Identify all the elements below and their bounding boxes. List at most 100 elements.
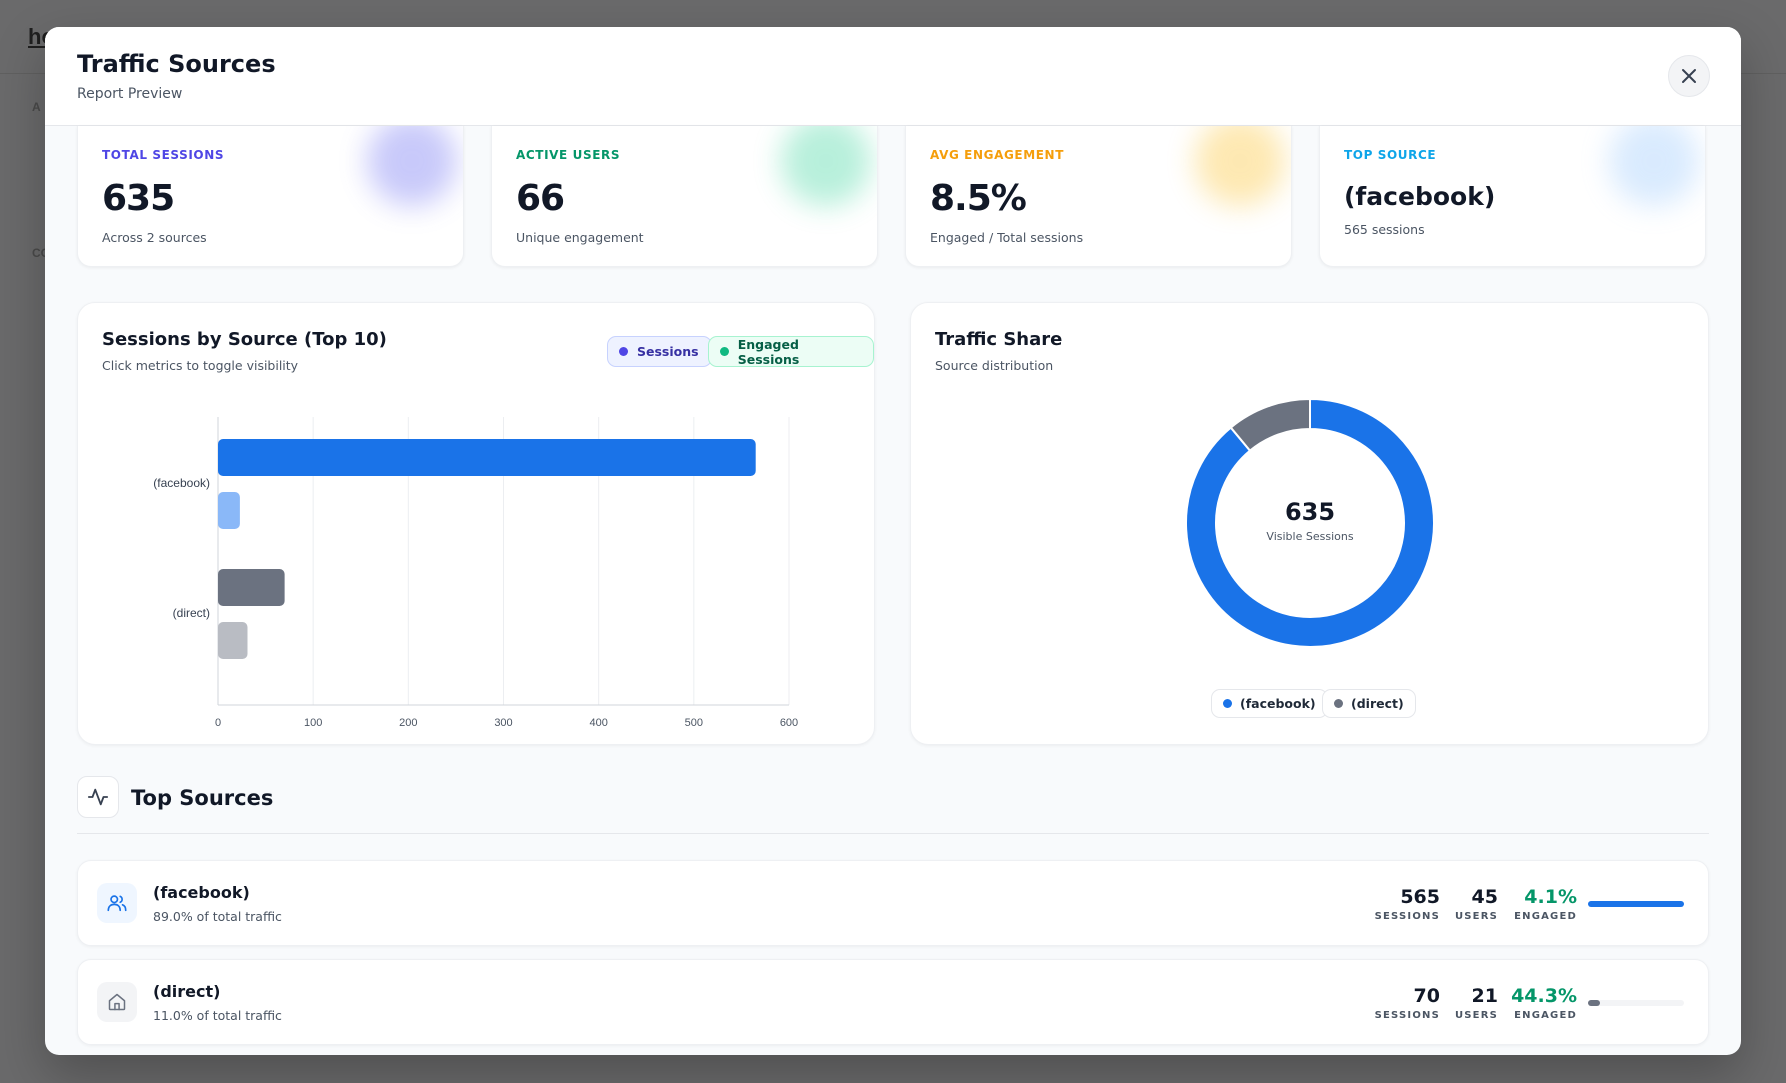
top-sources-title: Top Sources <box>131 786 274 810</box>
donut-center-label: Visible Sessions <box>1266 530 1353 543</box>
engaged-label: ENGAGED <box>1514 1010 1577 1021</box>
kpi-label: TOTAL SESSIONS <box>102 148 225 162</box>
y-category-label: (direct) <box>173 606 210 620</box>
kpi-label: AVG ENGAGEMENT <box>930 148 1064 162</box>
source-share: 89.0% of total traffic <box>153 909 282 924</box>
kpi-subtext: Across 2 sources <box>102 230 207 245</box>
legend-label: (facebook) <box>1240 696 1316 711</box>
sessions-label: SESSIONS <box>1374 1010 1440 1021</box>
engaged-value: 44.3% <box>1511 985 1577 1007</box>
bar-sessions[interactable] <box>218 439 756 476</box>
engaged-stat: 44.3% ENGAGED <box>1511 985 1577 1021</box>
kpi-card-top-source: TOP SOURCE (facebook) 565 sessions <box>1319 126 1706 267</box>
card-subtitle: Click metrics to toggle visibility <box>102 358 299 373</box>
close-icon <box>1682 69 1696 83</box>
users-stat: 45 USERS <box>1455 886 1498 922</box>
traffic-share-donut-chart: 635 Visible Sessions <box>1185 397 1435 648</box>
modal-header: Traffic Sources Report Preview <box>45 27 1741 126</box>
traffic-sources-modal: Traffic Sources Report Preview TOTAL SES… <box>45 27 1741 1055</box>
source-share: 11.0% of total traffic <box>153 1008 282 1023</box>
legend-label: (direct) <box>1351 696 1404 711</box>
donut-slice[interactable] <box>1229 397 1311 453</box>
background-sidebar-label: A <box>32 100 41 114</box>
bar-engaged-sessions[interactable] <box>218 492 240 529</box>
source-row-direct[interactable]: (direct) 11.0% of total traffic 70 SESSI… <box>77 959 1709 1045</box>
toggle-label: Engaged Sessions <box>737 336 800 367</box>
kpi-card-active-users: ACTIVE USERS 66 Unique engagement <box>491 126 878 267</box>
source-row-facebook[interactable]: (facebook) 89.0% of total traffic 565 SE… <box>77 860 1709 946</box>
x-tick-label: 200 <box>399 717 417 729</box>
kpi-glow <box>1609 126 1699 206</box>
y-category-label: (facebook) <box>153 476 210 490</box>
kpi-card-total-sessions: TOTAL SESSIONS 635 Across 2 sources <box>77 126 464 267</box>
engaged-stat: 4.1% ENGAGED <box>1514 886 1577 922</box>
engaged-label: ENGAGED <box>1514 911 1577 922</box>
share-progress-bar <box>1588 901 1684 907</box>
legend-dot-icon <box>1334 699 1343 708</box>
toggle-sessions-button[interactable]: Sessions <box>607 336 712 367</box>
bar-sessions[interactable] <box>218 569 285 606</box>
x-tick-label: 300 <box>494 717 512 729</box>
kpi-card-avg-engagement: AVG ENGAGEMENT 8.5% Engaged / Total sess… <box>905 126 1292 267</box>
source-icon <box>97 883 137 923</box>
kpi-glow <box>781 126 871 206</box>
kpi-label: TOP SOURCE <box>1344 148 1437 162</box>
traffic-share-card: Traffic Share Source distribution 635 Vis… <box>910 302 1709 745</box>
sessions-label: SESSIONS <box>1374 911 1440 922</box>
engaged-dot-icon <box>720 347 729 356</box>
source-name: (facebook) <box>153 883 250 902</box>
x-tick-label: 600 <box>780 717 798 729</box>
kpi-value: 8.5% <box>930 178 1027 219</box>
legend-item-direct[interactable]: (direct) <box>1322 689 1416 718</box>
x-tick-label: 500 <box>685 717 703 729</box>
card-title: Sessions by Source (Top 10) <box>102 329 387 350</box>
users-value: 45 <box>1471 886 1498 908</box>
modal-subtitle: Report Preview <box>77 86 183 102</box>
home-icon <box>108 993 126 1011</box>
share-progress-fill <box>1588 1000 1600 1006</box>
share-progress-bar <box>1588 1000 1684 1006</box>
sessions-by-source-card: Sessions by Source (Top 10) Click metric… <box>77 302 875 745</box>
kpi-subtext: 565 sessions <box>1344 222 1425 237</box>
kpi-glow <box>367 126 457 206</box>
source-name: (direct) <box>153 982 221 1001</box>
donut-center-value: 635 <box>1285 498 1335 526</box>
users-value: 21 <box>1471 985 1498 1007</box>
sessions-dot-icon <box>619 347 628 356</box>
kpi-value: (facebook) <box>1344 182 1496 211</box>
sessions-stat: 70 SESSIONS <box>1375 985 1440 1021</box>
toggle-engaged-sessions-button[interactable]: Engaged Sessions <box>708 336 874 367</box>
card-subtitle: Source distribution <box>935 358 1054 373</box>
share-progress-fill <box>1588 901 1684 907</box>
kpi-value: 66 <box>516 178 565 219</box>
x-tick-label: 100 <box>304 717 322 729</box>
kpi-subtext: Engaged / Total sessions <box>930 230 1084 245</box>
bar-engaged-sessions[interactable] <box>218 622 248 659</box>
legend-dot-icon <box>1223 699 1232 708</box>
source-icon <box>97 982 137 1022</box>
sessions-value: 70 <box>1413 985 1440 1007</box>
activity-icon <box>87 788 109 806</box>
close-button[interactable] <box>1668 55 1710 97</box>
users-icon <box>107 895 127 912</box>
legend-item-facebook[interactable]: (facebook) <box>1211 689 1328 718</box>
toggle-label: Sessions <box>637 344 699 359</box>
sessions-bar-chart: 0 100 200 300 400 500 600 (facebook) (direct) <box>153 417 798 729</box>
kpi-value: 635 <box>102 178 175 219</box>
card-title: Traffic Share <box>935 329 1063 350</box>
sessions-value: 565 <box>1400 886 1440 908</box>
donut-slice[interactable] <box>1185 397 1435 648</box>
users-stat: 21 USERS <box>1455 985 1498 1021</box>
kpi-subtext: Unique engagement <box>516 230 644 245</box>
top-sources-section-icon <box>77 776 119 818</box>
modal-title: Traffic Sources <box>77 50 276 78</box>
users-label: USERS <box>1454 1010 1498 1021</box>
x-tick-label: 400 <box>589 717 607 729</box>
users-label: USERS <box>1454 911 1498 922</box>
section-divider <box>77 833 1709 834</box>
kpi-glow <box>1195 126 1285 206</box>
kpi-label: ACTIVE USERS <box>516 148 621 162</box>
sessions-stat: 565 SESSIONS <box>1375 886 1440 922</box>
engaged-value: 4.1% <box>1524 886 1577 908</box>
x-tick-label: 0 <box>215 717 221 729</box>
